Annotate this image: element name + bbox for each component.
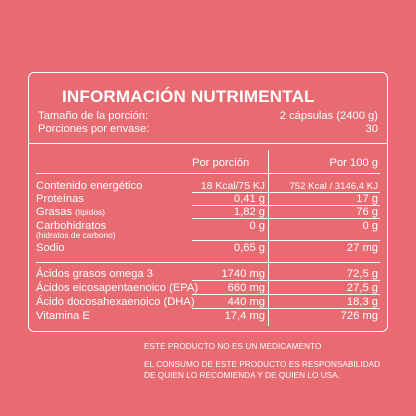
servings-per-container-value: 30 xyxy=(365,123,378,135)
nutrient-portion: 18 Kcal/75 KJ xyxy=(200,181,265,192)
footer-disclaimer: ESTE PRODUCTO NO ES UN MEDICAMENTO xyxy=(144,342,322,351)
row-divider xyxy=(192,294,380,295)
fatty-acid-per100: 27,5 g xyxy=(346,282,378,294)
nutrient-label: Carbohidratos xyxy=(36,220,107,232)
nutrient-label-note: (lípidos) xyxy=(75,207,105,217)
nutrient-label: Sodio xyxy=(36,242,65,254)
footer-responsibility-line2: DE QUIEN LO RECOMIENDA Y DE QUIEN LO USA… xyxy=(144,371,341,380)
panel-title: INFORMACIÓN NUTRIMENTAL xyxy=(62,87,315,106)
servings-per-container-label: Porciones por envase: xyxy=(38,123,150,135)
nutrient-label: Grasas xyxy=(36,206,73,218)
fatty-acid-per100: 726 mg xyxy=(340,310,378,322)
nutrient-per100: 76 g xyxy=(356,206,378,218)
column-separator xyxy=(268,150,269,326)
fatty-acid-portion: 440 mg xyxy=(227,296,265,308)
nutrient-label-note: (hidratos de carbono) xyxy=(36,230,116,240)
nutrient-portion: 0,41 g xyxy=(233,193,265,205)
divider xyxy=(36,173,380,174)
nutrient-per100: 17 g xyxy=(356,193,378,205)
fatty-acid-label: Ácidos eicosapentaenoico (EPA) xyxy=(36,282,199,294)
fatty-acid-label: Vitamina E xyxy=(36,310,90,322)
nutrient-portion: 1,82 g xyxy=(233,206,265,218)
row-divider xyxy=(192,218,380,219)
nutrient-per100: 0 g xyxy=(362,220,378,232)
serving-size-value: 2 cápsulas (2400 g) xyxy=(279,110,378,122)
divider xyxy=(28,143,388,144)
fatty-acid-per100: 18,3 g xyxy=(346,296,378,308)
row-divider xyxy=(192,192,380,193)
header-per-100g: Por 100 g xyxy=(329,157,378,169)
fatty-acid-per100: 72,5 g xyxy=(346,268,378,280)
nutrient-label: Proteínas xyxy=(36,193,84,205)
header-per-portion: Por porción xyxy=(192,157,250,169)
nutrient-portion: 0,65 g xyxy=(233,242,265,254)
fatty-acid-portion: 17,4 mg xyxy=(224,310,265,322)
nutrient-portion: 0 g xyxy=(249,220,265,232)
fatty-acid-portion: 1740 mg xyxy=(221,268,265,280)
nutrient-per100: 27 mg xyxy=(346,242,378,254)
row-divider xyxy=(192,280,380,281)
row-divider xyxy=(192,308,380,309)
divider xyxy=(36,262,380,263)
nutrient-label-row: Grasas (lípidos) xyxy=(36,206,105,219)
fatty-acid-portion: 660 mg xyxy=(227,282,265,294)
row-divider xyxy=(192,205,380,206)
row-divider xyxy=(192,240,380,241)
footer-responsibility-line1: EL CONSUMO DE ESTE PRODUCTO ES RESPONSAB… xyxy=(144,360,381,369)
fatty-acid-label: Ácidos grasos omega 3 xyxy=(36,268,153,280)
fatty-acid-label: Ácido docosahexaenoico (DHA) xyxy=(36,296,195,308)
nutrition-facts-panel xyxy=(28,72,388,332)
nutrient-per100: 752 Kcal / 3146,4 KJ xyxy=(289,181,378,192)
nutrient-label: Contenido energético xyxy=(36,180,143,192)
serving-size-label: Tamaño de la porción: xyxy=(38,110,149,122)
